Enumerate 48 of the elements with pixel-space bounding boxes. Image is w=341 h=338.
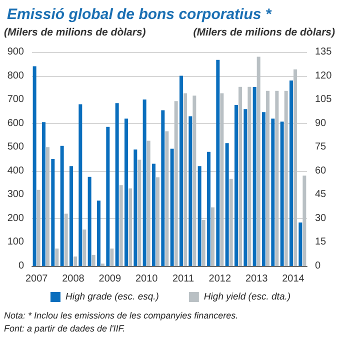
chart-title: Emissió global de bons corporatius *: [7, 6, 272, 23]
y-axis-title: (Milers de milions de dòlars): [4, 26, 146, 38]
bar: [106, 126, 110, 266]
x-tick-label: 2011: [172, 274, 194, 284]
bar: [78, 104, 82, 266]
bar: [302, 176, 306, 266]
x-tick-label: 2008: [62, 274, 85, 284]
x-tick-label: 2014: [282, 274, 305, 284]
y-tick-label: 300: [7, 189, 24, 200]
y2-tick-label: 60: [315, 165, 327, 176]
bar: [96, 200, 100, 266]
x-tick-label: 2012: [208, 274, 232, 284]
bar: [74, 256, 78, 266]
y-tick-label: 400: [7, 165, 24, 176]
y-tick-label: 500: [7, 142, 24, 153]
y2-tick-label: 90: [315, 118, 327, 129]
y2-tick-label: 135: [315, 46, 332, 58]
x-tick-label: 2009: [98, 274, 122, 284]
bar: [60, 146, 64, 266]
legend-label: High grade (esc. esq.): [65, 292, 159, 302]
x-tick-label: 2010: [135, 274, 158, 284]
y2-tick-label: 120: [315, 70, 332, 82]
bar: [110, 248, 114, 266]
y2-tick-label: 30: [315, 212, 327, 224]
y2-tick-label: 75: [315, 142, 327, 153]
bar: [115, 103, 119, 266]
legend-label: High yield (esc. dta.): [204, 292, 291, 302]
y2-tick-label: 45: [315, 189, 327, 200]
y2-tick-label: 105: [315, 94, 332, 106]
y-tick-label: 200: [7, 212, 24, 224]
y2-tick-label: 15: [315, 236, 327, 248]
x-tick-label: 2007: [25, 274, 48, 284]
y2-axis-title: (Milers de milions de dòlars): [193, 26, 336, 38]
bar: [51, 159, 55, 266]
text: Font: a partir de dades de l'IIF.: [4, 324, 126, 334]
y-tick-label: 800: [7, 70, 24, 82]
y-tick-label: 700: [7, 94, 24, 106]
bar: [32, 66, 36, 266]
y-tick-label: 900: [7, 46, 24, 58]
text: Nota: * Inclou les emissions de les companyies financeres.: [4, 310, 238, 320]
bar: [92, 254, 96, 266]
y-tick-label: 100: [7, 236, 24, 248]
y-tick-label: 0: [18, 260, 24, 272]
y2-tick-label: 0: [315, 260, 321, 272]
bar: [88, 176, 92, 266]
y-tick-label: 600: [7, 118, 24, 129]
x-tick-label: 2013: [245, 274, 268, 284]
bar: [55, 248, 59, 266]
